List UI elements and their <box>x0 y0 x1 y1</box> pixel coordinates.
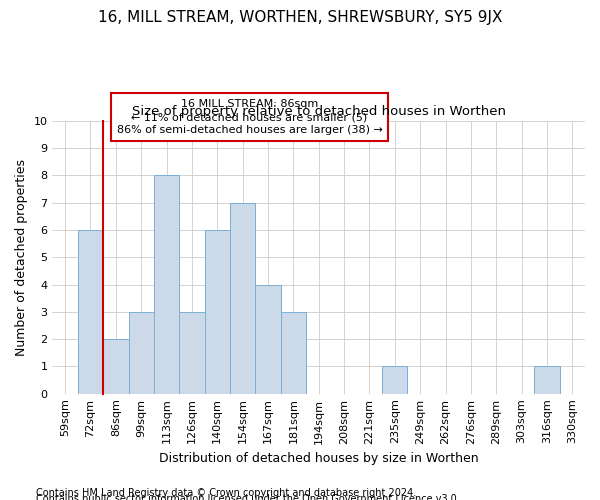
Text: 16, MILL STREAM, WORTHEN, SHREWSBURY, SY5 9JX: 16, MILL STREAM, WORTHEN, SHREWSBURY, SY… <box>98 10 502 25</box>
Bar <box>154 176 179 394</box>
Bar <box>230 202 256 394</box>
Bar <box>128 312 154 394</box>
Text: Contains HM Land Registry data © Crown copyright and database right 2024.: Contains HM Land Registry data © Crown c… <box>36 488 416 498</box>
Bar <box>534 366 560 394</box>
Bar <box>256 284 281 394</box>
Bar <box>281 312 306 394</box>
X-axis label: Distribution of detached houses by size in Worthen: Distribution of detached houses by size … <box>159 452 479 465</box>
Y-axis label: Number of detached properties: Number of detached properties <box>15 158 28 356</box>
Bar <box>179 312 205 394</box>
Bar <box>103 339 128 394</box>
Bar <box>78 230 103 394</box>
Title: Size of property relative to detached houses in Worthen: Size of property relative to detached ho… <box>132 105 506 118</box>
Text: 16 MILL STREAM: 86sqm
← 11% of detached houses are smaller (5)
86% of semi-detac: 16 MILL STREAM: 86sqm ← 11% of detached … <box>116 99 382 136</box>
Bar <box>205 230 230 394</box>
Bar <box>382 366 407 394</box>
Text: Contains public sector information licensed under the Open Government Licence v3: Contains public sector information licen… <box>36 494 460 500</box>
